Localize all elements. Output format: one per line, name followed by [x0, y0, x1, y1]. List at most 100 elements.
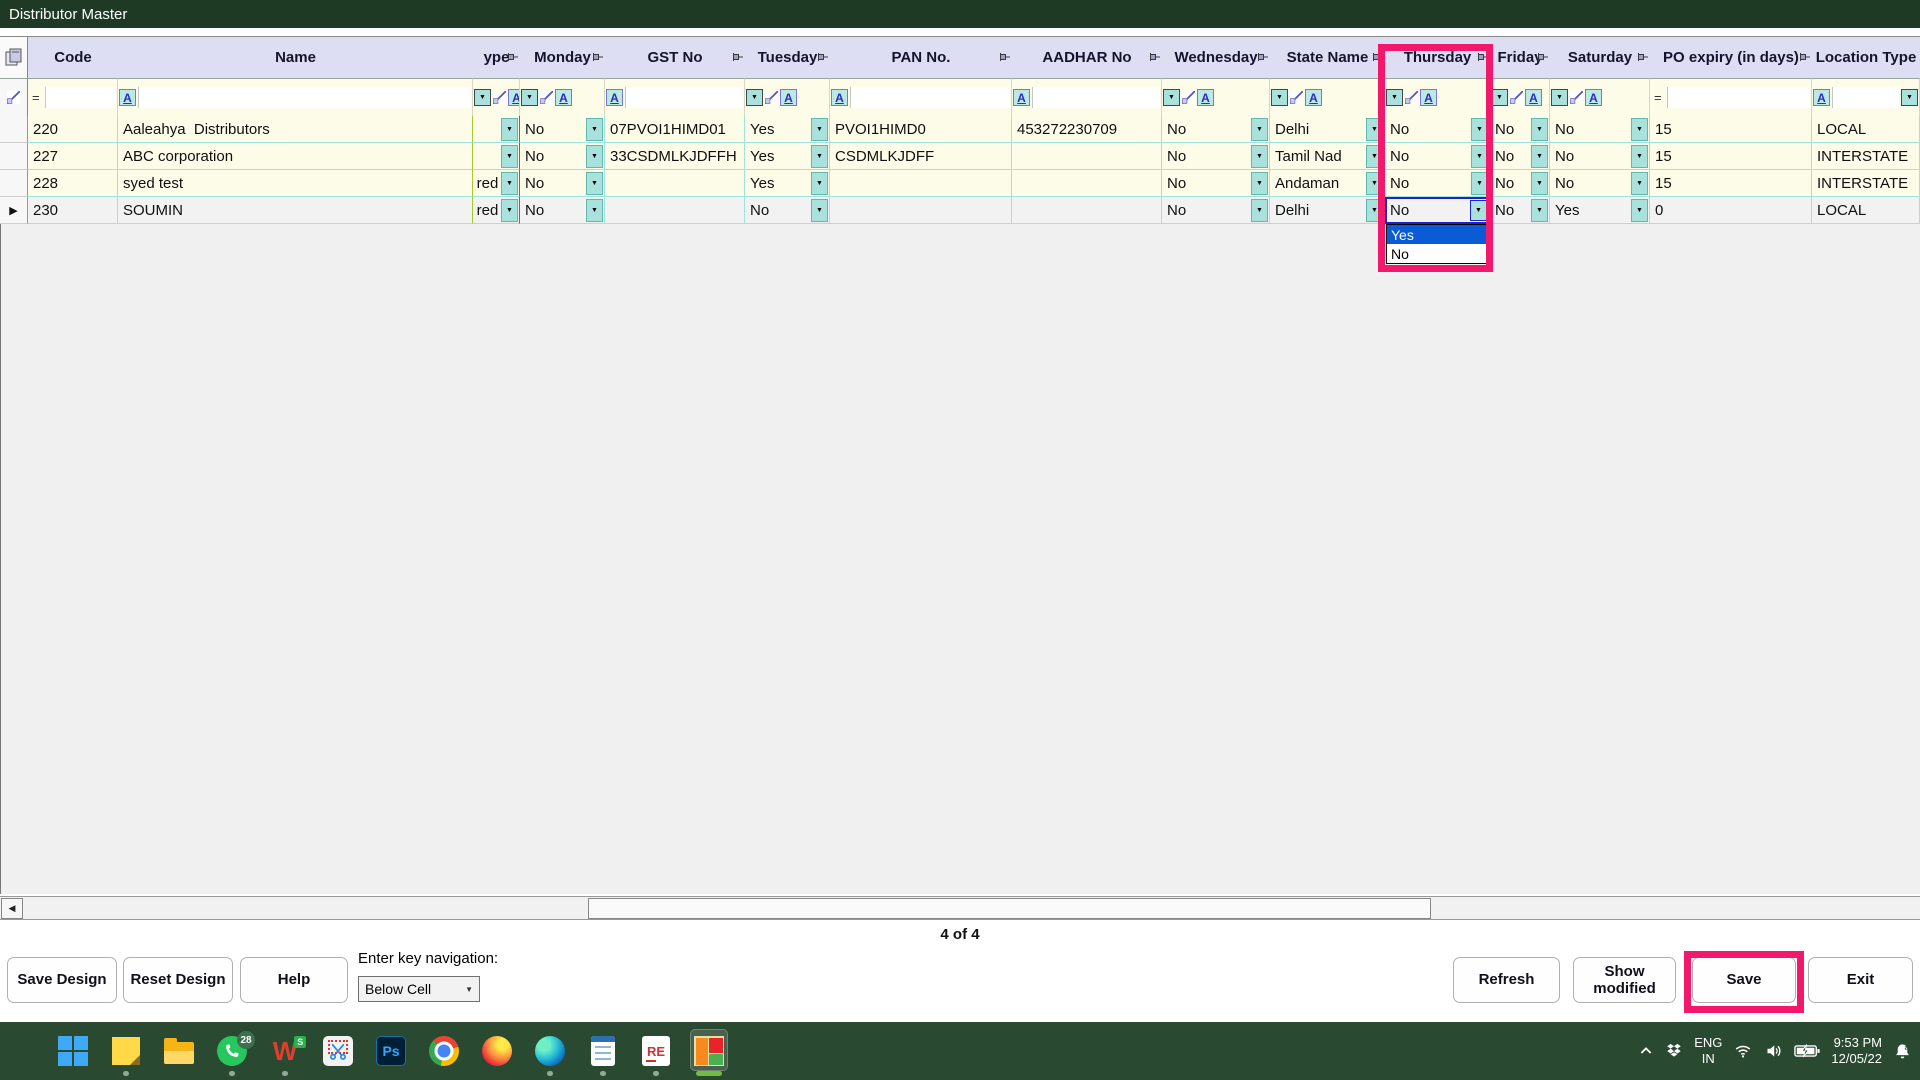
col-header-location[interactable]: Location Type: [1812, 36, 1920, 78]
cell-aadhar[interactable]: 453272230709: [1012, 116, 1162, 143]
cell-wednesday[interactable]: No ▼: [1162, 170, 1270, 197]
cell-name[interactable]: SOUMIN: [118, 197, 473, 224]
language-indicator[interactable]: ENG IN: [1694, 1035, 1722, 1068]
filter-alpha-icon[interactable]: A: [1013, 89, 1030, 106]
filter-alpha-icon[interactable]: A: [1813, 89, 1830, 106]
cell-state[interactable]: Andaman ▼: [1270, 170, 1385, 197]
filter-input[interactable]: [138, 87, 471, 108]
filter-dropdown-icon[interactable]: ▼: [1271, 89, 1288, 106]
filter-dropdown-icon[interactable]: ▼: [474, 89, 491, 106]
dropbox-icon[interactable]: [1665, 1042, 1683, 1060]
filter-dropdown-icon[interactable]: ▼: [1386, 89, 1403, 106]
cell-tuesday[interactable]: Yes ▼: [745, 116, 830, 143]
col-header-monday[interactable]: Monday: [520, 36, 605, 78]
taskbar-chrome-icon[interactable]: [424, 1022, 464, 1080]
filter-clear-icon[interactable]: [7, 91, 20, 104]
taskbar-notepad-icon[interactable]: [583, 1022, 623, 1080]
taskbar-start-icon[interactable]: [53, 1022, 93, 1080]
filter-dropdown-icon[interactable]: ▼: [1901, 89, 1918, 106]
dropdown-button[interactable]: ▼: [1631, 171, 1648, 195]
taskbar-retaileasy-icon[interactable]: RE: [636, 1022, 676, 1080]
cell-wednesday[interactable]: No ▼: [1162, 143, 1270, 170]
col-header-state[interactable]: State Name: [1270, 36, 1385, 78]
dropdown-button[interactable]: ▼: [1366, 117, 1383, 141]
refresh-button[interactable]: Refresh: [1453, 957, 1560, 1003]
cell-thursday[interactable]: No ▼: [1385, 116, 1490, 143]
cell-gst[interactable]: [605, 170, 745, 197]
filter-clear-icon[interactable]: [1182, 91, 1195, 104]
dropdown-button[interactable]: ▼: [1251, 117, 1268, 141]
filter-name[interactable]: A: [118, 78, 473, 116]
cell-friday[interactable]: No ▼: [1490, 170, 1550, 197]
filter-selector[interactable]: [0, 78, 28, 116]
dropdown-button[interactable]: ▼: [811, 198, 828, 222]
dropdown-button[interactable]: ▼: [1251, 144, 1268, 168]
filter-equals-icon[interactable]: =: [1654, 90, 1662, 105]
taskbar-distributor-app-icon[interactable]: [689, 1022, 729, 1080]
filter-type[interactable]: ▼ A: [473, 78, 520, 116]
filter-alpha-icon[interactable]: A: [555, 89, 572, 106]
filter-equals-icon[interactable]: =: [32, 90, 40, 105]
dropdown-button[interactable]: ▼: [811, 171, 828, 195]
dropdown-button[interactable]: ▼: [501, 144, 518, 168]
filter-alpha-icon[interactable]: A: [508, 89, 519, 106]
cell-location[interactable]: INTERSTATE: [1812, 170, 1920, 197]
cell-aadhar[interactable]: [1012, 197, 1162, 224]
dropdown-button[interactable]: ▼: [1531, 171, 1548, 195]
filter-clear-icon[interactable]: [1510, 91, 1523, 104]
col-header-pan[interactable]: PAN No.: [830, 36, 1012, 78]
cell-pan[interactable]: [830, 197, 1012, 224]
taskbar-edge-icon[interactable]: [530, 1022, 570, 1080]
filter-alpha-icon[interactable]: A: [119, 89, 136, 106]
filter-state[interactable]: ▼ A: [1270, 78, 1385, 116]
taskbar-photoshop-icon[interactable]: Ps: [371, 1022, 411, 1080]
col-header-po_expiry[interactable]: PO expiry (in days): [1650, 36, 1812, 78]
filter-alpha-icon[interactable]: A: [1305, 89, 1322, 106]
cell-gst[interactable]: 33CSDMLKJDFFH: [605, 143, 745, 170]
filter-aadhar[interactable]: A: [1012, 78, 1162, 116]
cell-state[interactable]: Tamil Nad ▼: [1270, 143, 1385, 170]
filter-saturday[interactable]: ▼ A: [1550, 78, 1650, 116]
filter-clear-icon[interactable]: [1405, 91, 1418, 104]
dropdown-button[interactable]: ▼: [1631, 198, 1648, 222]
dropdown-button[interactable]: ▼: [501, 117, 518, 141]
cell-type[interactable]: ▼: [473, 143, 520, 170]
cell-pan[interactable]: [830, 170, 1012, 197]
filter-alpha-icon[interactable]: A: [1525, 89, 1542, 106]
notification-bell-icon[interactable]: z: [1893, 1042, 1912, 1061]
col-header-gst[interactable]: GST No: [605, 36, 745, 78]
filter-po_expiry[interactable]: =: [1650, 78, 1812, 116]
cell-wednesday[interactable]: No ▼: [1162, 197, 1270, 224]
dropdown-button[interactable]: ▼: [1366, 198, 1383, 222]
filter-dropdown-icon[interactable]: ▼: [1163, 89, 1180, 106]
filter-input[interactable]: [1832, 87, 1899, 108]
cell-type[interactable]: red ▼: [473, 170, 520, 197]
cell-tuesday[interactable]: No ▼: [745, 197, 830, 224]
dropdown-button[interactable]: ▼: [1471, 117, 1488, 141]
cell-pan[interactable]: PVOI1HIMD0: [830, 116, 1012, 143]
dropdown-button[interactable]: ▼: [586, 171, 603, 195]
dropdown-button[interactable]: ▼: [1631, 117, 1648, 141]
row-selector[interactable]: [0, 170, 28, 197]
filter-input[interactable]: [44, 87, 116, 108]
filter-monday[interactable]: ▼ A: [520, 78, 605, 116]
wifi-icon[interactable]: [1733, 1042, 1753, 1060]
filter-input[interactable]: [625, 87, 743, 108]
cell-name[interactable]: Aaleahya Distributors: [118, 116, 473, 143]
col-header-type[interactable]: ype: [473, 36, 520, 78]
dropdown-button[interactable]: ▼: [1251, 198, 1268, 222]
dropdown-button[interactable]: ▼: [1366, 144, 1383, 168]
cell-monday[interactable]: No ▼: [520, 170, 605, 197]
row-selector[interactable]: [0, 116, 28, 143]
cell-code[interactable]: 220: [28, 116, 118, 143]
taskbar-firefox-icon[interactable]: [477, 1022, 517, 1080]
dropdown-button[interactable]: ▼: [586, 117, 603, 141]
save-design-button[interactable]: Save Design: [7, 957, 117, 1003]
filter-dropdown-icon[interactable]: ▼: [746, 89, 763, 106]
col-header-aadhar[interactable]: AADHAR No: [1012, 36, 1162, 78]
col-header-name[interactable]: Name: [118, 36, 473, 78]
filter-alpha-icon[interactable]: A: [1197, 89, 1214, 106]
cell-location[interactable]: LOCAL: [1812, 197, 1920, 224]
cell-gst[interactable]: [605, 197, 745, 224]
